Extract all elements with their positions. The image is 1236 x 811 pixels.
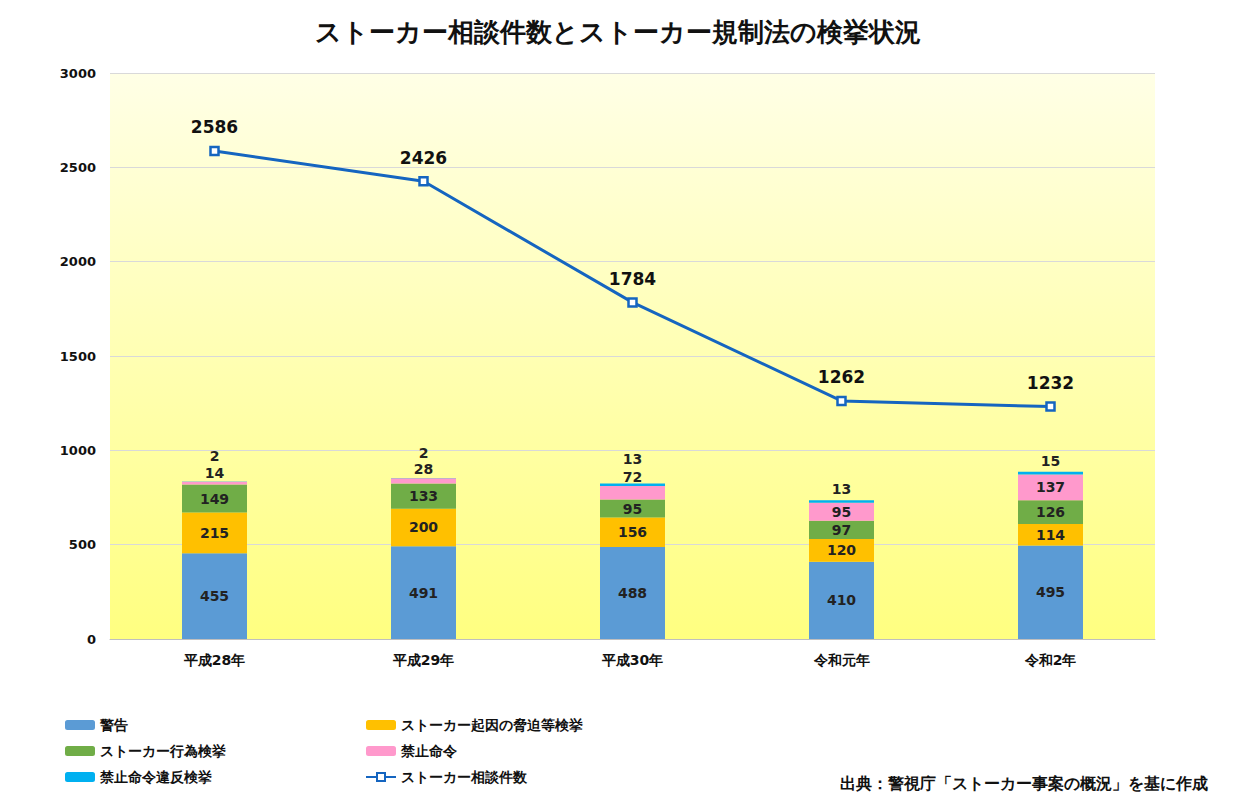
svg-text:1262: 1262 [818, 367, 865, 387]
svg-text:72: 72 [623, 469, 642, 485]
svg-text:平成30年: 平成30年 [601, 652, 663, 668]
svg-text:491: 491 [409, 585, 438, 601]
svg-text:出典：警視庁「ストーカー事案の概況」を基に作成: 出典：警視庁「ストーカー事案の概況」を基に作成 [840, 774, 1208, 793]
svg-text:2000: 2000 [60, 254, 96, 269]
svg-text:ストーカー起因の脅迫等検挙: ストーカー起因の脅迫等検挙 [401, 717, 583, 733]
svg-text:95: 95 [832, 504, 851, 520]
svg-text:2: 2 [419, 445, 429, 461]
svg-text:1500: 1500 [60, 349, 96, 364]
svg-text:1000: 1000 [60, 443, 96, 458]
svg-text:2500: 2500 [60, 160, 96, 175]
svg-text:2426: 2426 [400, 148, 447, 168]
svg-text:488: 488 [618, 585, 647, 601]
svg-text:126: 126 [1036, 504, 1065, 520]
svg-text:2: 2 [210, 448, 220, 464]
svg-text:97: 97 [832, 522, 851, 538]
svg-text:禁止命令: 禁止命令 [400, 743, 458, 759]
svg-text:ストーカー相談件数とストーカー規制法の検挙状況: ストーカー相談件数とストーカー規制法の検挙状況 [315, 17, 921, 47]
svg-text:1784: 1784 [609, 269, 656, 289]
svg-text:14: 14 [205, 465, 225, 481]
svg-text:平成29年: 平成29年 [392, 652, 454, 668]
svg-text:495: 495 [1036, 584, 1065, 600]
svg-text:215: 215 [200, 525, 229, 541]
svg-text:ストーカー相談件数: ストーカー相談件数 [401, 769, 528, 785]
svg-text:410: 410 [827, 592, 856, 608]
svg-text:137: 137 [1036, 479, 1065, 495]
svg-text:120: 120 [827, 542, 856, 558]
svg-text:13: 13 [832, 481, 851, 497]
svg-text:禁止命令違反検挙: 禁止命令違反検挙 [99, 769, 212, 785]
svg-text:令和2年: 令和2年 [1024, 652, 1077, 668]
svg-text:警告: 警告 [99, 717, 128, 733]
svg-text:ストーカー行為検挙: ストーカー行為検挙 [100, 743, 226, 759]
svg-text:0: 0 [87, 632, 96, 647]
svg-text:500: 500 [69, 537, 96, 552]
svg-text:133: 133 [409, 488, 438, 504]
svg-text:200: 200 [409, 519, 438, 535]
svg-text:15: 15 [1041, 453, 1060, 469]
svg-text:令和元年: 令和元年 [813, 652, 870, 668]
svg-text:156: 156 [618, 524, 647, 540]
svg-text:95: 95 [623, 501, 642, 517]
svg-text:114: 114 [1036, 527, 1065, 543]
svg-text:平成28年: 平成28年 [183, 652, 245, 668]
svg-text:3000: 3000 [60, 66, 96, 81]
svg-text:455: 455 [200, 588, 229, 604]
svg-text:1232: 1232 [1027, 373, 1074, 393]
svg-text:2586: 2586 [191, 117, 238, 137]
svg-text:13: 13 [623, 451, 642, 467]
svg-text:28: 28 [414, 461, 433, 477]
svg-text:149: 149 [200, 491, 229, 507]
